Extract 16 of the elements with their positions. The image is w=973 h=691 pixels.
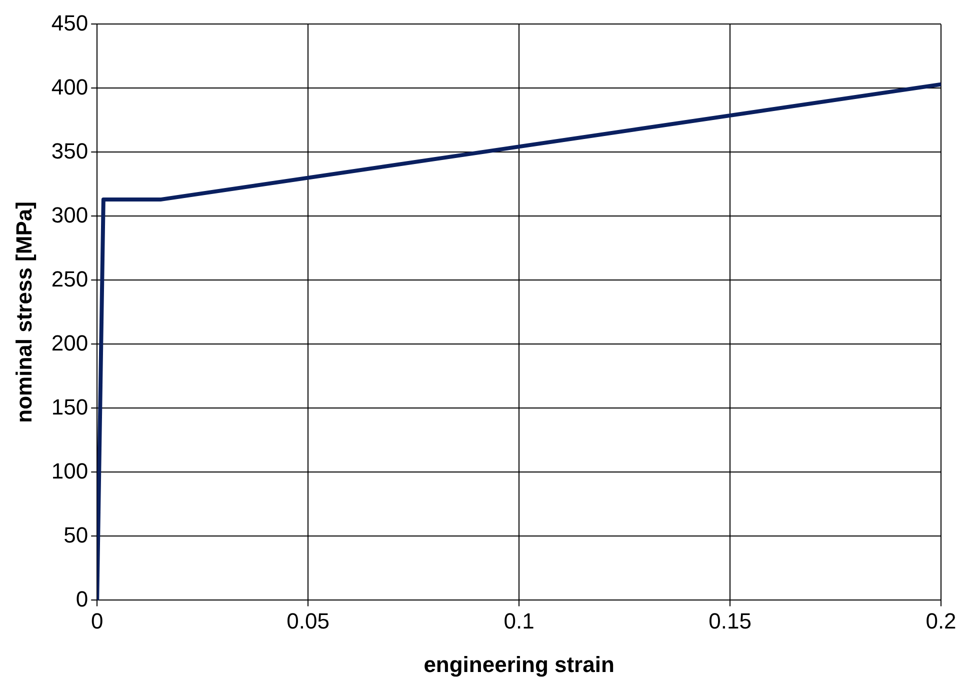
x-tick-label: 0.05 — [286, 608, 330, 634]
x-axis-title: engineering strain — [424, 652, 614, 677]
y-tick-label: 300 — [51, 202, 88, 228]
y-tick-label: 200 — [51, 330, 88, 356]
y-axis-title: nominal stress [MPa] — [11, 202, 36, 423]
x-tick-label: 0.1 — [504, 608, 534, 634]
y-tick-label: 150 — [51, 394, 88, 420]
y-tick-label: 50 — [64, 522, 88, 548]
y-tick-label: 250 — [51, 266, 88, 292]
y-tick-label: 0 — [76, 586, 88, 612]
y-tick-label: 350 — [51, 138, 88, 164]
x-tick-label: 0.2 — [926, 608, 956, 634]
y-tick-label: 100 — [51, 458, 88, 484]
y-tick-label: 400 — [51, 74, 88, 100]
y-tick-label: 450 — [51, 10, 88, 36]
x-tick-label: 0.15 — [708, 608, 752, 634]
